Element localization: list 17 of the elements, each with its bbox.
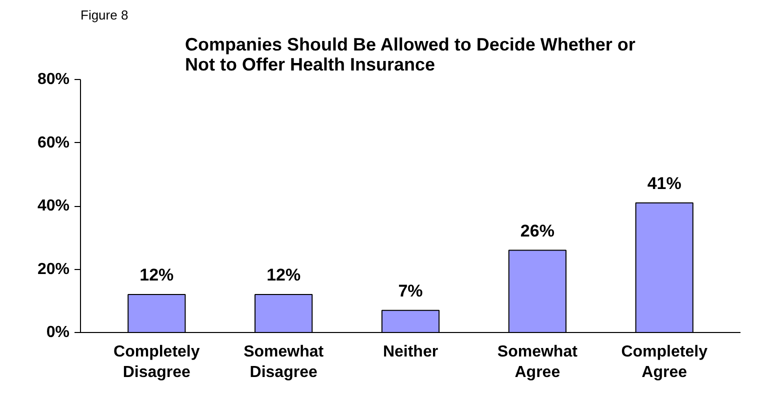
data-label: 41% <box>647 174 682 193</box>
data-label: 26% <box>520 221 554 240</box>
data-label: 12% <box>266 266 301 285</box>
y-tick-label: 0% <box>46 324 70 341</box>
y-tick-label: 40% <box>37 198 70 214</box>
x-tick-label: Completely Disagree <box>114 344 200 381</box>
x-tick-label: Somewhat Disagree <box>244 344 324 381</box>
y-tick-label: 60% <box>37 134 70 152</box>
y-tick-label: 80% <box>37 71 70 88</box>
chart-title: Companies Should Be Allowed to Decide Whether or Not to Offer Health Insurance <box>184 34 636 74</box>
caption: Figure 8 <box>80 8 128 22</box>
x-tick-label: Completely Agree <box>621 344 708 381</box>
x-tick-label: Somewhat Agree <box>497 344 578 381</box>
data-label: 12% <box>140 266 174 285</box>
data-label: 7% <box>398 281 423 300</box>
y-tick-label: 20% <box>37 260 70 278</box>
x-tick-label: Neither <box>382 344 438 360</box>
